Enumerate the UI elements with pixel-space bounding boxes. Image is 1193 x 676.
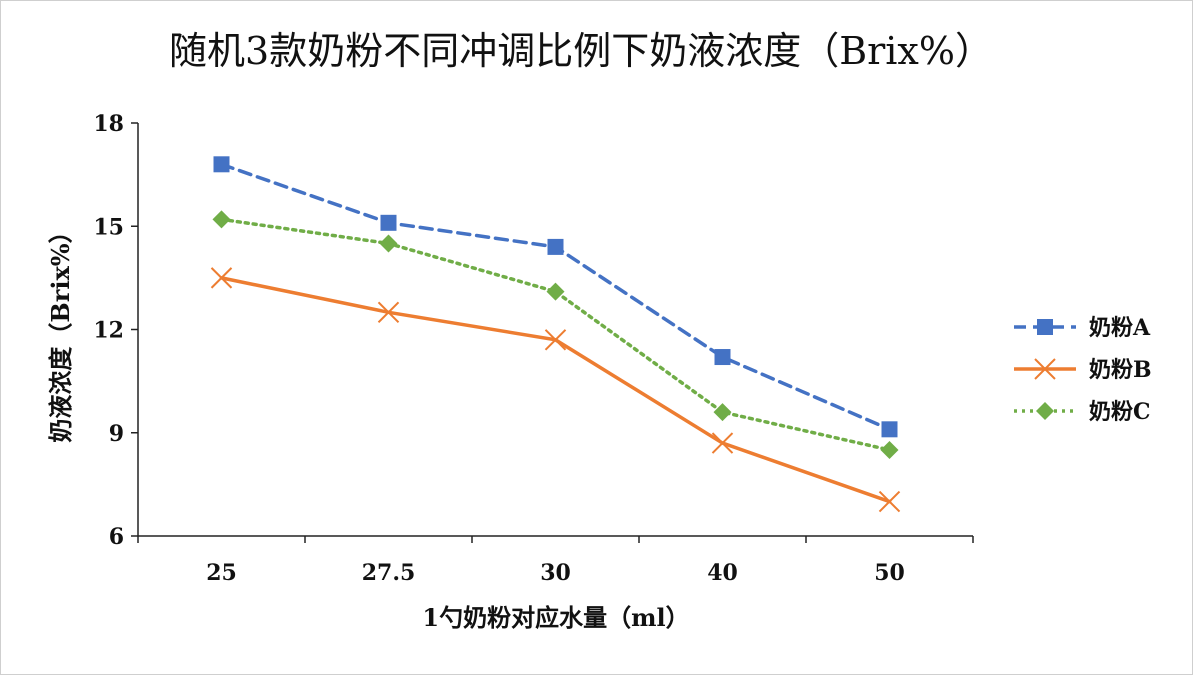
series-1 [213,156,898,438]
legend-item: 奶粉A [1014,315,1151,341]
y-tick-label: 6 [109,524,124,550]
axes: 6 9 12 15 18 25 27.5 30 40 50 [93,111,974,586]
data-point [213,156,230,173]
series-layer [210,156,901,513]
data-point [878,490,901,513]
series-line [219,276,892,504]
x-tick-label: 40 [707,560,738,586]
data-point [379,234,398,253]
data-point [210,267,233,289]
legend-label: 奶粉A [1089,315,1151,341]
data-point [377,301,400,323]
legend-item: 奶粉B [1014,357,1152,383]
data-point [881,421,898,438]
legend-item: 奶粉C [1014,399,1151,425]
data-point [380,214,397,231]
data-point [880,440,899,459]
data-point [546,282,565,301]
legend-label: 奶粉B [1089,357,1152,383]
series-3 [212,210,899,459]
data-point [711,432,734,454]
data-point [544,329,567,351]
legend-marker [1034,358,1056,380]
legend-marker [1036,402,1054,420]
y-tick-label: 18 [93,111,124,137]
data-point [713,403,732,422]
series-2 [210,267,901,513]
data-point [547,238,564,255]
chart-title: 随机3款奶粉不同冲调比例下奶液浓度（Brix%） [169,29,993,73]
data-point [212,210,231,229]
legend: 奶粉A 奶粉B 奶粉C [1014,315,1152,425]
legend-marker [1037,319,1053,335]
y-tick-label: 9 [109,421,124,447]
legend-label: 奶粉C [1089,399,1151,425]
x-axis-label: 1勺奶粉对应水量（ml） [422,603,689,632]
x-tick-label: 25 [206,560,237,586]
y-axis-label: 奶液浓度（Brix%） [46,219,75,442]
x-tick-label: 30 [540,560,571,586]
y-tick-label: 15 [93,214,124,240]
x-tick-label: 27.5 [362,560,416,586]
x-tick-label: 50 [874,560,905,586]
data-point [714,349,731,366]
y-tick-label: 12 [93,318,124,344]
